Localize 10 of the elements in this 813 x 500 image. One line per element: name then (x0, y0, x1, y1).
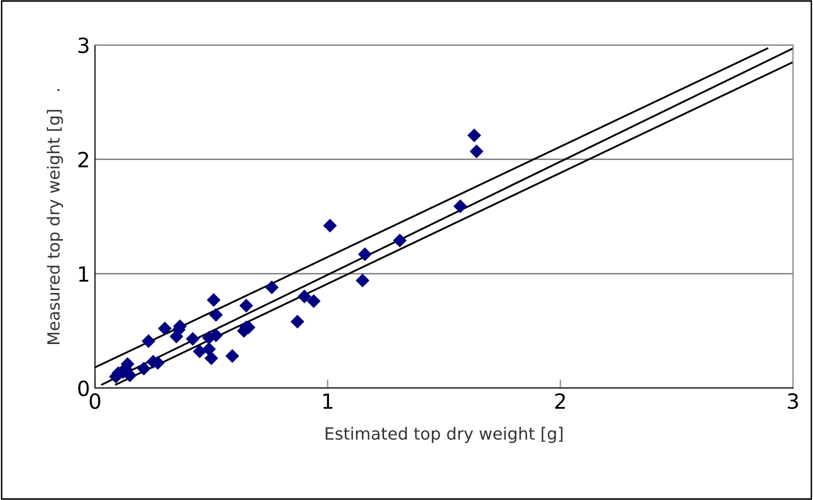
y-tick-label: 1 (79, 266, 88, 282)
x-tick-label: 1 (323, 394, 332, 409)
y-axis-title: Measured top dry weight [g] . (46, 89, 63, 344)
x-axis-title: Estimated top dry weight [g] (326, 426, 562, 444)
x-tick-label: 2 (555, 393, 565, 409)
y-tick-label: 3 (78, 37, 88, 54)
x-tick-label: 0 (90, 393, 100, 409)
x-tick-label: 3 (788, 393, 798, 409)
y-tick-label: 2 (78, 152, 88, 168)
y-tick-label: 0 (78, 380, 89, 396)
